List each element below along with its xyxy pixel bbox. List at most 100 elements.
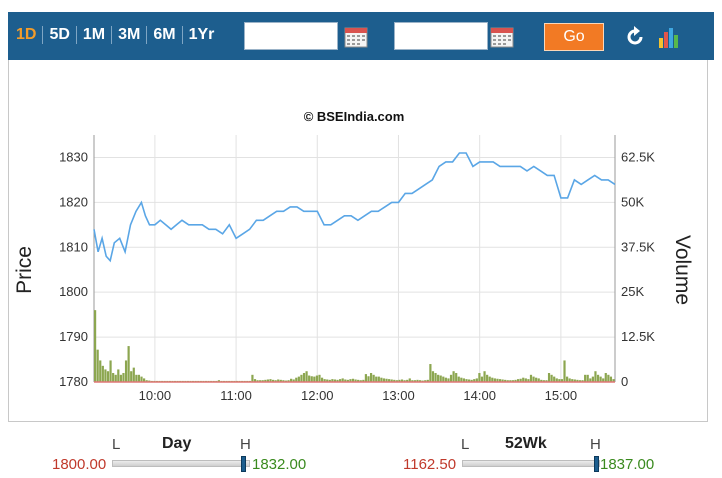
volume-bar: [354, 379, 357, 382]
volume-bar: [372, 374, 375, 382]
y-tick-label: 1810: [59, 239, 88, 254]
volume-bar: [586, 374, 589, 382]
volume-bar: [406, 379, 409, 382]
volume-bar: [279, 379, 282, 382]
volume-bar: [429, 364, 432, 382]
volume-bar: [599, 376, 602, 382]
volume-bar: [537, 378, 540, 382]
volume-bar: [94, 310, 97, 382]
calendar-icon[interactable]: [344, 26, 368, 48]
volume-bar: [333, 379, 337, 382]
volume-bar: [344, 379, 347, 382]
volume-bar: [547, 373, 551, 382]
volume-bar: [388, 379, 391, 382]
volume-bar: [253, 379, 257, 382]
volume-bar: [488, 376, 491, 382]
wk52-high-value: 1837.00: [600, 456, 655, 473]
volume-bar: [555, 378, 558, 382]
volume-bar: [339, 379, 342, 382]
volume-bar: [542, 380, 545, 382]
volume-bar: [444, 377, 447, 382]
volume-bar: [313, 376, 316, 382]
y2-tick-label: 37.5K: [621, 239, 655, 254]
y2-tick-label: 25K: [621, 284, 644, 299]
tab-1m[interactable]: 1M: [75, 26, 111, 44]
volume-bar: [506, 380, 509, 382]
volume-bar: [460, 377, 463, 382]
tab-3m[interactable]: 3M: [111, 26, 146, 44]
volume-bar: [493, 378, 496, 382]
volume-bar: [310, 376, 313, 382]
volume-bar: [480, 376, 484, 382]
volume-bar: [382, 378, 386, 382]
volume-bar: [106, 371, 110, 382]
volume-bar: [578, 380, 582, 382]
x-tick-label: 15:00: [545, 388, 578, 403]
volume-bar: [398, 379, 401, 382]
volume-bar: [535, 377, 538, 382]
calendar-icon[interactable]: [490, 26, 514, 48]
day-range-marker: [241, 456, 246, 472]
volume-bar: [264, 379, 267, 382]
volume-bar: [524, 378, 527, 382]
volume-bar: [112, 373, 115, 382]
volume-bar: [571, 379, 574, 382]
x-tick-label: 12:00: [301, 388, 334, 403]
volume-bar: [295, 377, 298, 382]
volume-bar: [328, 379, 331, 382]
volume-bar: [612, 379, 615, 382]
volume-bar: [594, 371, 597, 382]
tab-1d[interactable]: 1D: [16, 26, 37, 43]
volume-bar: [271, 379, 275, 382]
volume-bar: [439, 375, 442, 382]
volume-bar: [277, 379, 280, 382]
tab-1yr[interactable]: 1Yr: [181, 26, 221, 44]
bar-chart-icon[interactable]: [656, 24, 682, 50]
volume-bar: [424, 380, 427, 382]
volume-bar: [411, 380, 414, 382]
volume-bar: [140, 376, 143, 382]
volume-bar: [320, 377, 324, 382]
volume-bar: [442, 376, 445, 382]
volume-bar: [274, 380, 277, 382]
volume-bar: [124, 360, 128, 382]
volume-bar: [532, 376, 535, 382]
volume-bar: [416, 379, 419, 382]
volume-bar: [403, 380, 406, 382]
x-tick-label: 14:00: [463, 388, 496, 403]
volume-bar: [576, 379, 579, 382]
volume-bar: [478, 373, 481, 382]
tab-6m[interactable]: 6M: [146, 26, 181, 44]
y2-tick-label: 0: [621, 374, 628, 389]
volume-bar: [251, 374, 254, 382]
y2-tick-label: 62.5K: [621, 149, 655, 164]
volume-bar: [491, 377, 494, 382]
go-button[interactable]: Go: [544, 23, 604, 51]
volume-bar: [452, 371, 455, 382]
volume-bar: [475, 378, 478, 382]
volume-bar: [596, 374, 600, 382]
range-tabs: 1D 5D 1M 3M 6M 1Yr: [16, 26, 220, 44]
volume-bar: [527, 379, 530, 382]
volume-bar: [589, 378, 592, 382]
from-date-input[interactable]: [244, 22, 338, 50]
volume-bar: [292, 379, 295, 382]
to-date-input[interactable]: [394, 22, 488, 50]
volume-bar: [395, 380, 398, 382]
volume-bar: [529, 374, 533, 382]
tab-5d[interactable]: 5D: [42, 26, 75, 44]
volume-bar: [341, 378, 344, 382]
volume-bar: [390, 379, 393, 382]
day-low-label: L: [112, 436, 121, 453]
volume-bar: [377, 376, 380, 382]
volume-bar: [385, 378, 388, 382]
refresh-icon[interactable]: [622, 24, 648, 50]
volume-bar: [563, 360, 566, 382]
volume-bar: [568, 378, 571, 382]
volume-bar: [380, 377, 383, 382]
volume-bar: [465, 379, 468, 382]
volume-bar: [367, 376, 370, 382]
volume-bar: [607, 374, 610, 382]
volume-bar: [511, 380, 515, 382]
volume-bar: [109, 360, 112, 382]
